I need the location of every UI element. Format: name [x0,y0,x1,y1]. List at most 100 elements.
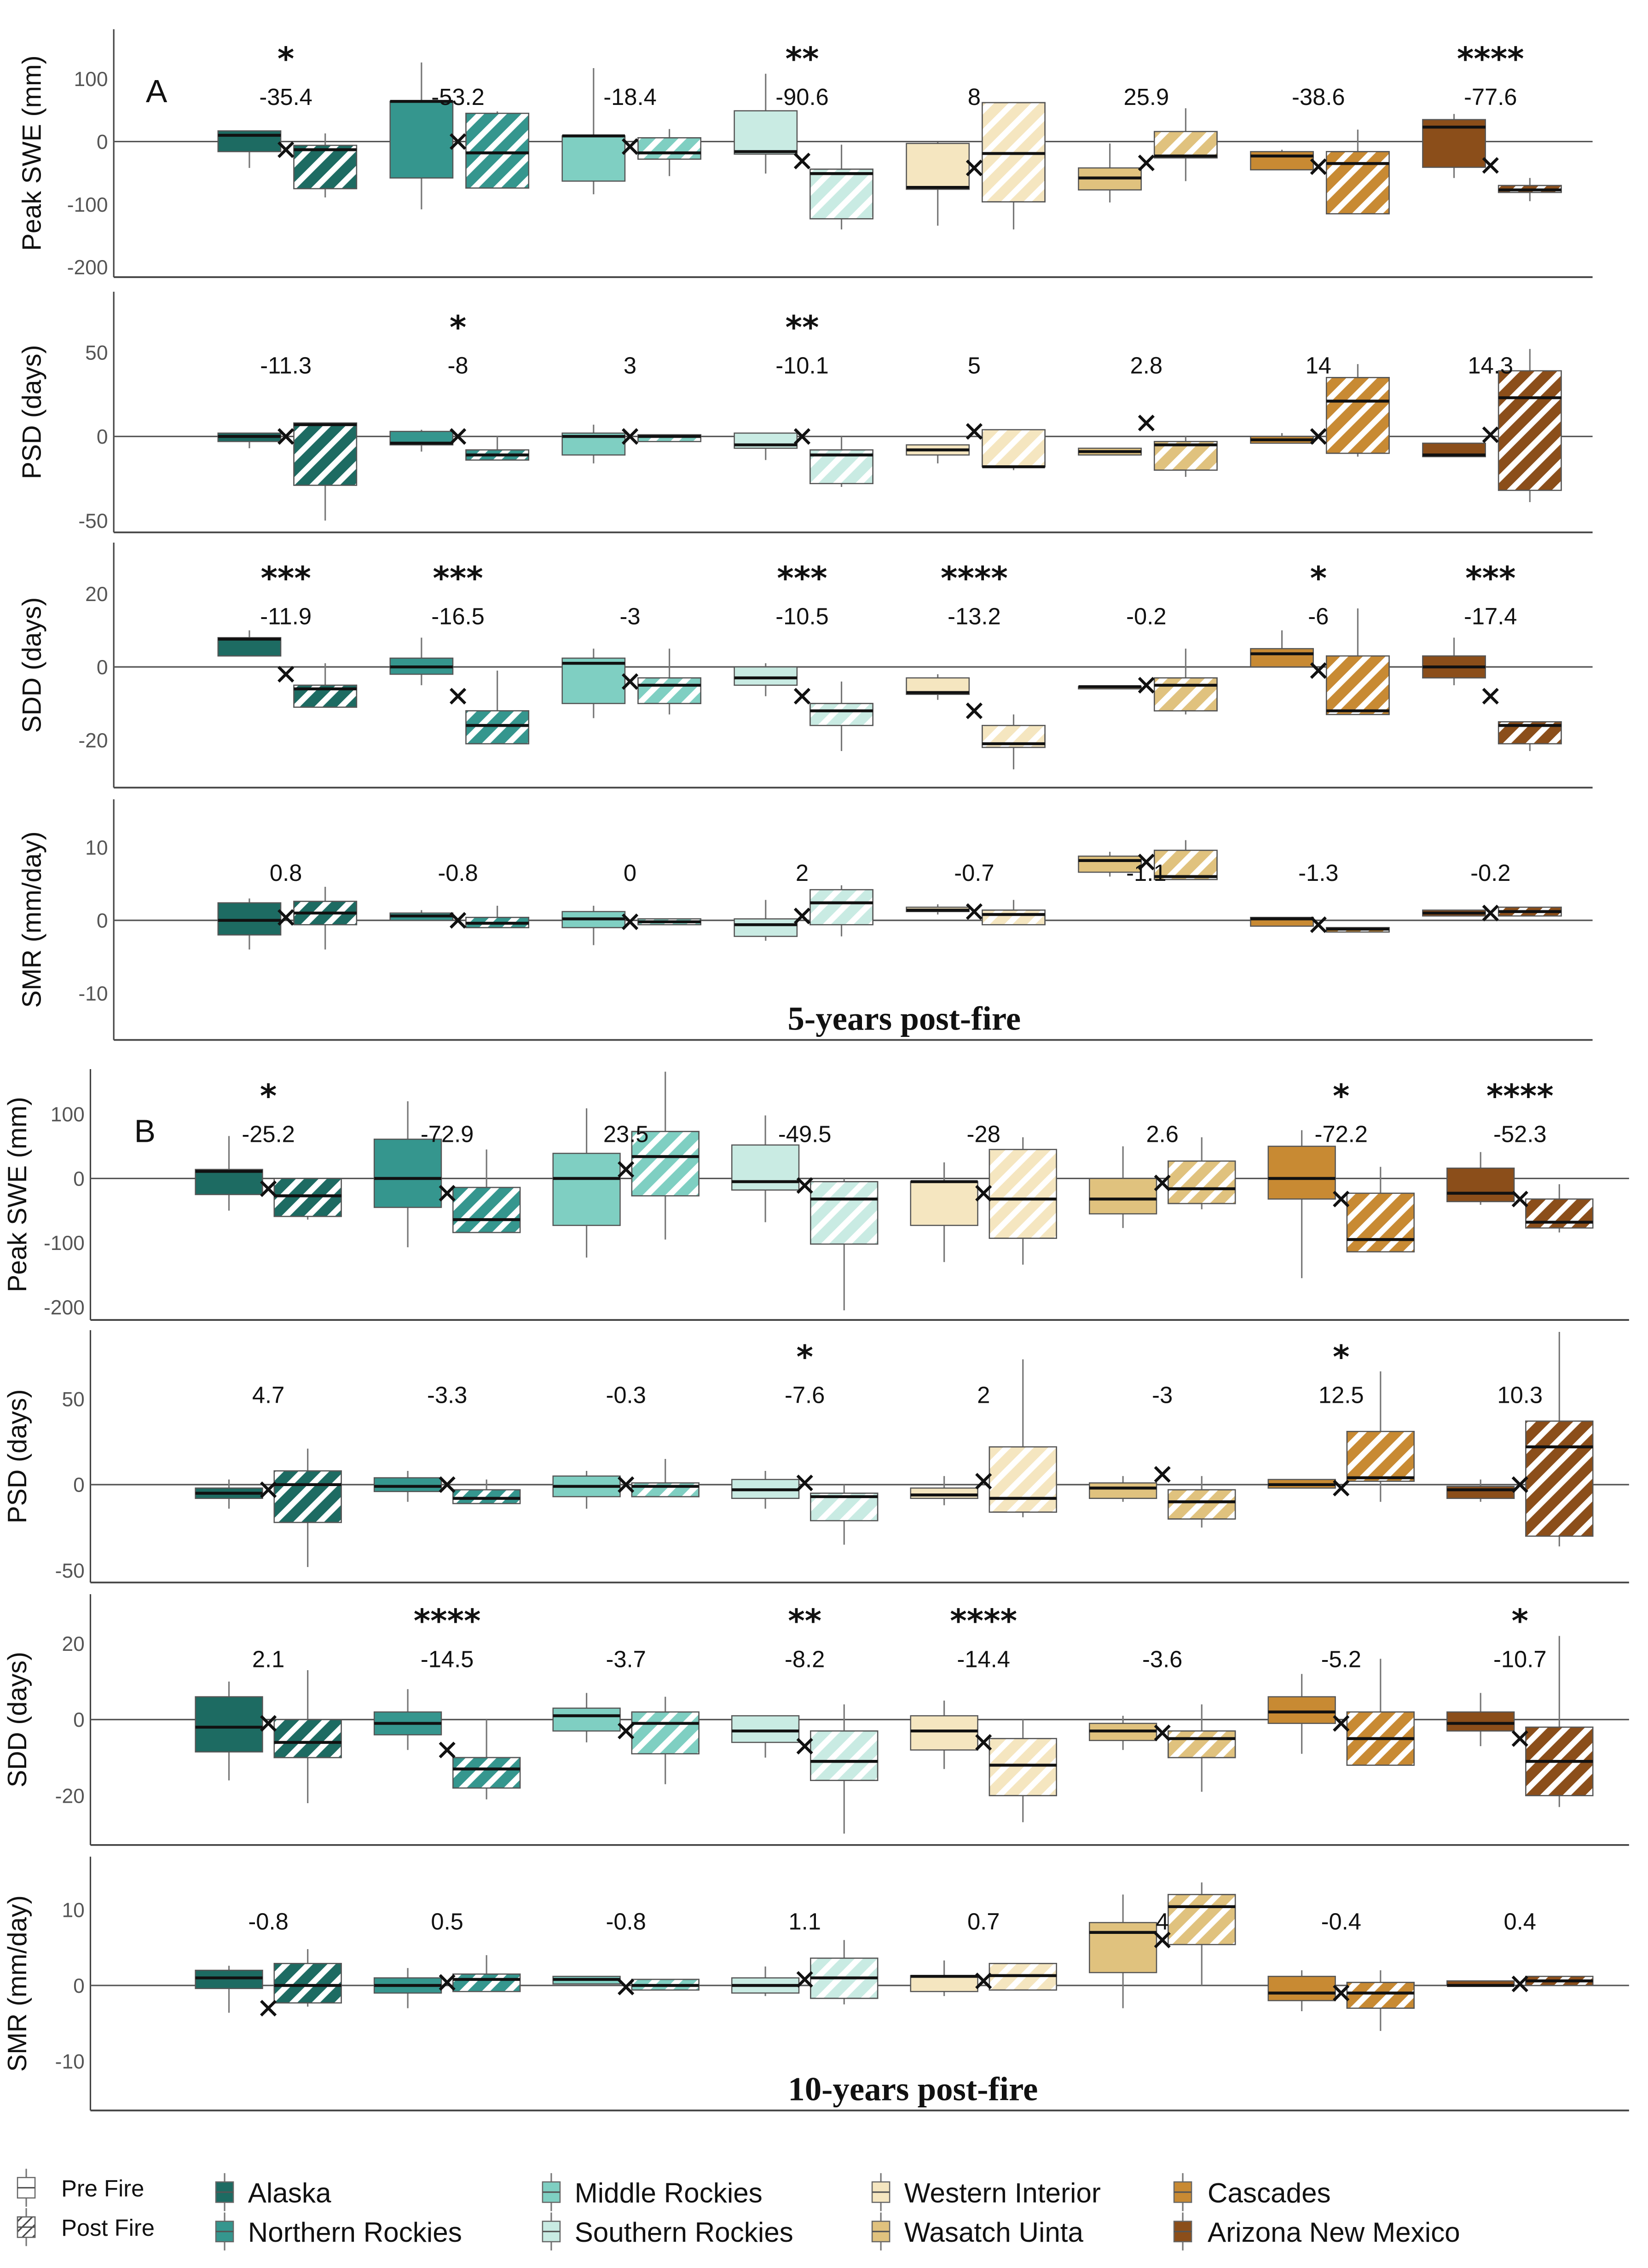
pre-fire-box [731,1715,800,1743]
region-group-wasatch-uinta: -3 [1088,1382,1236,1528]
post-fire-hatch [810,703,873,726]
difference-label: -38.6 [1292,84,1345,110]
panel-letter: B [134,1113,156,1149]
y-axis-title: Peak SWE (mm) [17,56,47,251]
region-group-cascades: -72.2 * [1267,1077,1415,1279]
mean-difference-x-marker [1154,1932,1171,1949]
region-group-arizona-new-mexico: -17.4 *** [1422,560,1562,751]
mean-difference-x-marker [793,688,811,705]
post-fire-hatch [631,1131,700,1197]
region-group-northern-rockies: -16.5 *** [389,560,530,745]
pre-fire-box [561,135,626,182]
significance-stars: * [1333,1339,1349,1376]
difference-label: -3 [1152,1382,1173,1408]
difference-label: -3.6 [1142,1646,1182,1672]
post-fire-hatch [1154,677,1218,712]
y-tick-label: 0 [97,131,108,153]
y-tick-label: -200 [44,1296,85,1319]
pre-fire-box [373,1477,442,1493]
post-fire-hatch [1325,655,1390,715]
mean-difference-x-marker [793,908,811,925]
y-tick-label: -200 [67,256,108,279]
mean-difference-x-marker [1154,1466,1171,1483]
region-group-cascades: -38.6 [1250,84,1390,214]
pre-fire-box [910,1487,978,1499]
mean-difference-x-marker [1138,154,1155,172]
section-title: 10-years post-fire [788,2070,1038,2107]
significance-stars: ** [786,40,819,78]
significance-stars: ** [788,1603,821,1640]
difference-label: -72.2 [1314,1121,1368,1147]
post-fire-hatch [465,710,530,745]
region-group-wasatch-uinta: -1.1 [1078,840,1218,886]
mean-difference-x-marker [1138,415,1155,432]
post-fire-hatch [1346,1431,1415,1482]
region-group-northern-rockies: -0.8 [389,860,530,929]
pre-fire-box [561,657,626,704]
post-fire-hatch [810,1181,879,1245]
mean-difference-x-marker [796,1177,813,1194]
mean-difference-x-marker [796,1738,813,1755]
y-tick-label: 20 [62,1633,84,1655]
post-fire-hatch [273,1470,342,1523]
mean-difference-x-marker [1511,1476,1528,1493]
difference-label: -0.8 [438,860,478,886]
difference-label: -8 [448,352,468,378]
mean-difference-x-marker [966,423,983,440]
region-group-arizona-new-mexico: 10.3 [1446,1331,1594,1547]
panel-smr: 10 0 -10 SMR (mm/day) 0.8 -0.8 0 2 -0.7 -1.1 -1.3 -… [17,799,1593,1041]
region-group-western-interior: 5 [906,352,1046,470]
legend-region-label: Northern Rockies [248,2216,462,2248]
difference-label: -7.6 [785,1382,825,1408]
mean-difference-x-marker [966,159,983,176]
significance-stars: * [796,1339,813,1376]
y-tick-label: -100 [67,194,108,216]
pre-fire-box [731,1144,800,1191]
region-group-cascades: -6 * [1250,560,1390,715]
mean-difference-x-marker [1310,158,1327,175]
region-group-middle-rockies: -18.4 [561,68,701,195]
mean-difference-x-marker [975,1734,992,1751]
post-fire-hatch [452,1757,521,1789]
region-group-middle-rockies: -3 [561,603,701,718]
mean-difference-x-marker [260,1715,277,1732]
pre-fire-box [734,110,798,155]
mean-difference-x-marker [1482,688,1499,705]
y-tick-label: 50 [62,1388,84,1411]
mean-difference-x-marker [1511,1191,1528,1208]
difference-label: 4.7 [252,1382,284,1408]
post-fire-hatch [631,1711,700,1754]
mean-difference-x-marker [793,428,811,445]
region-group-alaska: -25.2 * [195,1077,342,1220]
pre-fire-box [1078,856,1142,873]
y-axis-title: SDD (days) [3,1652,32,1788]
legend-region-label: Arizona New Mexico [1208,2216,1460,2248]
panel-sdd: 20 0 -20 SDD (days) -11.9 *** -16.5 *** -3 -10.5 *… [17,542,1593,789]
y-tick-label: 50 [85,341,108,364]
pre-fire-box [1446,1711,1515,1732]
pre-fire-box [1446,1167,1515,1203]
y-tick-label: -10 [78,983,108,1005]
post-fire-hatch [810,1730,879,1781]
difference-label: -11.9 [260,603,312,629]
difference-label: -0.8 [248,1909,288,1935]
y-tick-label: 0 [73,1474,85,1497]
post-fire-hatch [1325,377,1390,454]
region-group-northern-rockies: -3.3 [373,1382,521,1504]
mean-difference-x-marker [439,1742,456,1759]
difference-label: -1.1 [1126,860,1166,886]
y-tick-label: -20 [55,1785,85,1807]
post-fire-hatch [982,909,1046,926]
post-fire-hatch [465,112,530,189]
mean-difference-x-marker [966,702,983,719]
difference-label: -53.2 [431,84,485,110]
y-tick-label: 0 [97,656,108,679]
difference-label: -90.6 [775,84,829,110]
significance-stars: * [1310,560,1327,597]
significance-stars: **** [414,1603,481,1640]
region-group-western-interior: -0.7 [906,860,1046,926]
region-group-southern-rockies: -8.2 ** [731,1603,879,1834]
region-group-northern-rockies: -72.9 [373,1101,521,1248]
difference-label: -16.5 [431,603,485,629]
pre-fire-box [1267,1146,1336,1200]
